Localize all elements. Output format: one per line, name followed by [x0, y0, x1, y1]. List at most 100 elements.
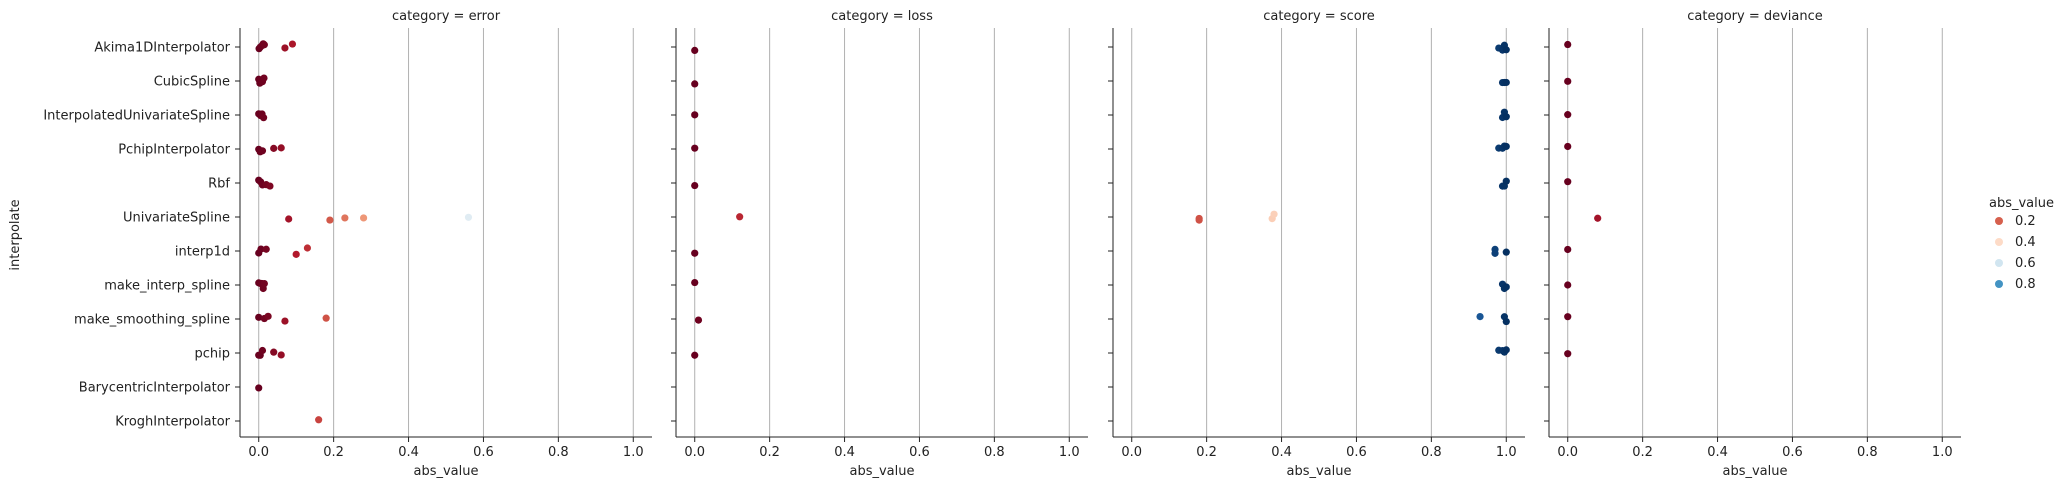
data-point	[1502, 317, 1510, 326]
data-point	[694, 316, 703, 324]
y-tick-label: make_smoothing_spline	[74, 313, 230, 328]
data-point	[691, 144, 699, 152]
data-point	[1564, 245, 1572, 254]
data-point	[1564, 142, 1572, 151]
data-point	[260, 41, 268, 49]
data-point	[1502, 78, 1510, 87]
y-tick-label: CubicSpline	[154, 75, 230, 90]
data-point	[277, 144, 285, 152]
data-point	[260, 279, 268, 288]
data-point	[326, 216, 334, 224]
data-point	[262, 245, 270, 253]
legend-marker	[1995, 217, 2003, 225]
x-tick-label: 0.6	[1782, 445, 1803, 460]
data-point	[1564, 350, 1572, 358]
y-tick-label: UnivariateSpline	[123, 211, 230, 226]
x-tick-label: 0.6	[473, 445, 494, 460]
data-point	[1502, 248, 1510, 256]
data-point	[257, 245, 265, 253]
data-point	[1564, 281, 1572, 289]
x-tick-label: 0.8	[984, 445, 1005, 460]
x-tick-label: 0.4	[398, 445, 419, 460]
data-point	[285, 215, 293, 223]
data-point	[1564, 40, 1572, 49]
x-tick-label: 0.4	[1707, 445, 1728, 460]
data-point	[1476, 313, 1484, 321]
panel-title: category = error	[392, 9, 501, 24]
legend-entries: 0.2 0.4 0.6 0.8	[1995, 214, 2036, 292]
data-point	[1502, 142, 1510, 151]
data-point	[259, 114, 268, 122]
data-point	[464, 213, 473, 221]
facet-panel: category = score 0.0 0.2 0.4 0.6 0.8 1.0 abs_va…	[1108, 9, 1525, 479]
data-point	[315, 416, 323, 424]
data-point	[258, 346, 267, 355]
x-tick-label: 0.8	[548, 445, 569, 460]
data-point	[691, 278, 699, 287]
data-point	[1491, 249, 1499, 257]
x-tick-label: 0.0	[248, 445, 269, 460]
y-tick-label: KroghInterpolator	[115, 415, 230, 430]
x-axis-label: abs_value	[850, 464, 915, 479]
data-point	[1564, 313, 1572, 321]
facet-panel: category = deviance 0.0 0.2 0.4 0.6 0.8 1.0 abs…	[1544, 9, 1961, 479]
legend-label: 0.2	[2015, 214, 2036, 229]
data-point	[270, 348, 278, 356]
data-point	[691, 181, 699, 190]
data-point	[1195, 216, 1203, 224]
data-point	[303, 244, 312, 252]
legend-label: 0.6	[2015, 256, 2036, 271]
data-point	[288, 40, 297, 48]
data-point	[691, 111, 699, 119]
data-point	[1564, 178, 1572, 186]
y-tick-label: pchip	[194, 347, 230, 362]
y-tick-label: Akima1DInterpolator	[94, 41, 230, 56]
data-point	[1502, 177, 1510, 185]
panel-title: category = score	[1263, 9, 1375, 24]
data-point	[277, 351, 285, 359]
x-tick-label: 0.6	[909, 445, 930, 460]
panel-title: category = deviance	[1687, 9, 1823, 24]
data-point	[258, 147, 267, 155]
data-point	[281, 44, 289, 52]
x-tick-label: 0.8	[1421, 445, 1442, 460]
data-point	[691, 46, 699, 55]
panel-title: category = loss	[831, 9, 933, 24]
x-tick-label: 1.0	[623, 445, 644, 460]
data-point	[691, 249, 699, 257]
x-tick-label: 0.0	[1121, 445, 1142, 460]
x-axis-label: abs_value	[414, 464, 479, 479]
legend: abs_value 0.2 0.4 0.6 0.8	[1989, 196, 2054, 292]
x-tick-label: 0.2	[1632, 445, 1653, 460]
x-axis-label: abs_value	[1723, 464, 1788, 479]
data-point	[1502, 346, 1510, 354]
data-point	[1564, 77, 1572, 85]
x-tick-label: 0.2	[323, 445, 344, 460]
legend-marker	[1995, 238, 2003, 246]
legend-label: 0.4	[2015, 235, 2036, 250]
x-tick-label: 0.4	[1271, 445, 1292, 460]
legend-marker	[1995, 259, 2003, 267]
y-tick-label: InterpolatedUnivariateSpline	[43, 109, 230, 124]
data-point	[341, 214, 349, 222]
x-tick-label: 0.2	[759, 445, 780, 460]
data-point	[1594, 214, 1602, 222]
y-tick-label: interp1d	[175, 245, 230, 260]
x-tick-label: 1.0	[1932, 445, 1953, 460]
data-point	[292, 250, 300, 258]
x-tick-label: 0.4	[834, 445, 855, 460]
data-point	[1502, 283, 1510, 291]
data-point	[270, 144, 278, 152]
x-tick-label: 0.0	[1557, 445, 1578, 460]
data-point	[322, 314, 330, 322]
x-tick-label: 0.8	[1857, 445, 1878, 460]
y-tick-label: BarycentricInterpolator	[79, 381, 231, 396]
data-point	[255, 384, 263, 392]
x-tick-label: 1.0	[1496, 445, 1517, 460]
data-point	[264, 312, 272, 320]
data-point	[691, 80, 699, 88]
data-point	[281, 317, 289, 325]
data-point	[1502, 46, 1510, 54]
legend-label: 0.8	[2015, 277, 2036, 292]
